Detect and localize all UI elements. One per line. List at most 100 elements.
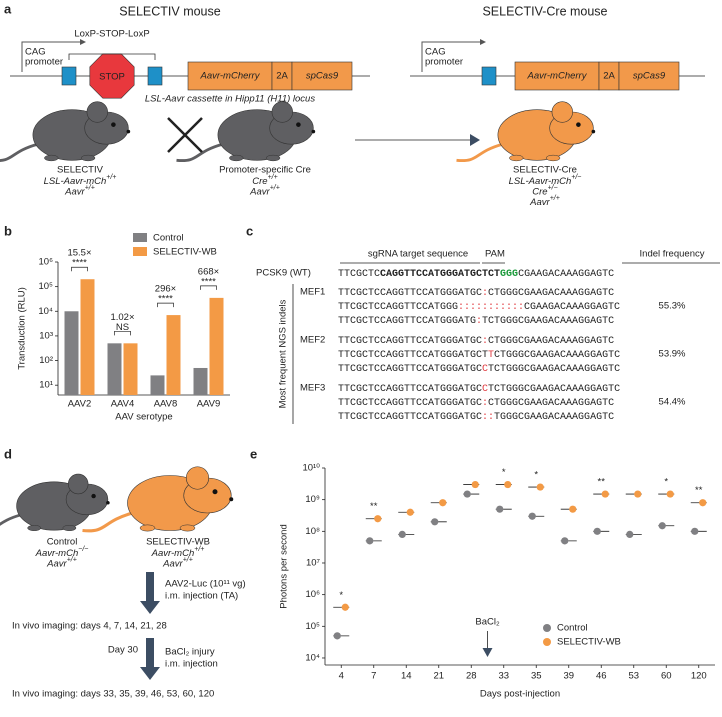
comparison-bracket <box>157 302 174 308</box>
cross <box>167 117 203 153</box>
mouse-ear <box>86 101 108 123</box>
genotype-superscript: +/+ <box>194 546 204 553</box>
sequence-segment: : <box>476 316 482 327</box>
genotype-name: Aavr <box>249 186 270 197</box>
sequence-segment: TTCGCTCCAGGTTCCATGGGATG <box>338 316 476 327</box>
sequence-segment: TCTGGGCGAAGACAAAGGAGTC <box>488 384 620 395</box>
fold-label: 296× <box>155 284 176 295</box>
significance-label: * <box>534 470 538 481</box>
sequence-segment: TTCGCTC <box>338 269 380 280</box>
y-tick-label: 10⁶ <box>39 257 54 268</box>
arrow-shaft <box>146 638 154 668</box>
point <box>496 505 504 513</box>
genotype-superscript: +/+ <box>85 185 95 192</box>
bar <box>123 343 138 395</box>
sequence-segment: TTCGCTCCAGGTTCCATGGGATGC <box>338 398 482 409</box>
mouse-icon <box>82 466 234 533</box>
point <box>658 522 666 530</box>
sequence: TTCGCTCCAGGTTCCATGGGATGCTCTGGGCGAAGACAAA… <box>338 269 614 280</box>
x-tick-label: 33 <box>498 671 509 682</box>
imaging-label: In vivo imaging: days 4, 7, 14, 21, 28 <box>12 621 167 632</box>
y-tick-label: 10⁵ <box>305 621 320 632</box>
mouse-label: Control <box>47 537 78 548</box>
mouse-tail <box>0 513 22 526</box>
promoter-label: CAG <box>25 47 46 58</box>
mouse-foot <box>229 154 244 162</box>
sequence-segment: C <box>482 364 488 375</box>
sequence-segment: TTCGCTCCAGGTTCCATGGGATGC <box>338 364 482 375</box>
mouse-foot <box>545 154 561 162</box>
gene-box <box>187 61 273 91</box>
annotation: BaCl₂ <box>475 617 500 628</box>
mouse-tail <box>0 142 38 162</box>
promoter-arrow <box>421 41 480 72</box>
comparison-bracket <box>200 285 217 290</box>
genotype-name: Aavr <box>64 186 85 197</box>
genotype: Aavr+/+ <box>64 185 95 197</box>
mouse-icon <box>176 101 316 163</box>
genotype: Cre+/+ <box>252 174 277 186</box>
sequence-segment: : <box>482 288 488 299</box>
bar <box>80 279 95 395</box>
sequence-segment: CTGGGCGAAGACAAAGGAGTC <box>488 398 614 409</box>
genotype-superscript: +/− <box>548 185 558 192</box>
legend-label: Control <box>153 233 184 244</box>
sequence: TTCGCTCCAGGTTCCATGGGATGCCTCTGGGCGAAGACAA… <box>338 364 620 375</box>
comparison-bracket <box>71 266 88 272</box>
point <box>561 537 569 545</box>
sequence-segment: CTGGGCGAAGACAAAGGAGTC <box>488 288 614 299</box>
significance-label: **** <box>72 258 87 269</box>
sequence-segment: GGG <box>500 269 518 280</box>
genotype-name: Aavr <box>162 558 183 569</box>
point <box>626 530 634 538</box>
point <box>666 490 674 498</box>
step-label: i.m. injection (TA) <box>165 591 238 602</box>
indel-frequency: 53.9% <box>659 349 686 360</box>
sequence-segment: CGAAGACAAAGGAGTC <box>524 302 620 313</box>
mouse-eye <box>111 122 116 127</box>
y-tick-label: 10⁸ <box>305 526 320 537</box>
mouse-eye <box>576 122 581 127</box>
mouse-eye <box>91 493 96 499</box>
point <box>398 530 406 538</box>
legend-marker <box>543 624 551 632</box>
stop-octagon <box>89 53 135 99</box>
mouse-label: Promoter-specific Cre <box>219 165 311 176</box>
y-tick-label: 10⁴ <box>305 652 320 663</box>
promoter-label: CAG <box>425 47 446 58</box>
point <box>341 603 349 611</box>
legend-label: Control <box>557 623 588 634</box>
sequence-segment: TTCGCTCCAGGTTCCATGGGATGC <box>338 288 482 299</box>
sequence: TTCGCTCCAGGTTCCATGGGATG:TCTGGGCGAAGACAAA… <box>338 316 614 327</box>
point <box>504 480 512 489</box>
sequence-segment: TCTGGGCGAAGACAAAGGAGTC <box>488 364 620 375</box>
x-tick-label: 39 <box>563 671 574 682</box>
genotype-name: LSL-Aavr-mCh <box>44 176 107 187</box>
y-axis-label: Photons per second <box>279 524 290 609</box>
gene-label: 2A <box>603 71 615 82</box>
x-tick-label: AAV8 <box>154 399 178 410</box>
mouse-foot <box>62 525 77 531</box>
y-tick-label: 10⁶ <box>306 589 321 600</box>
group-name: MEF2 <box>300 335 325 346</box>
mouse-icon <box>456 101 596 163</box>
indel-frequency: 55.3% <box>659 301 686 312</box>
genotype-name: Cre <box>532 186 547 197</box>
mouse-label: SELECTIV <box>57 165 104 176</box>
loxp-site <box>481 66 497 86</box>
significance-label: * <box>502 467 506 478</box>
mouse-nose <box>126 129 131 134</box>
x-tick-label: 35 <box>531 671 542 682</box>
mouse-label: SELECTIV-Cre <box>513 165 577 176</box>
genotype-name: Aavr <box>529 197 550 208</box>
y-tick-label: 10² <box>39 355 53 366</box>
gene-box <box>514 61 600 91</box>
mouse-foot <box>80 154 96 162</box>
mouse-tail <box>456 142 503 163</box>
point <box>366 537 374 545</box>
fold-label: 668× <box>198 266 219 277</box>
point <box>463 490 471 498</box>
x-tick-label: AAV9 <box>197 399 221 410</box>
x-tick-label: 7 <box>371 671 376 682</box>
